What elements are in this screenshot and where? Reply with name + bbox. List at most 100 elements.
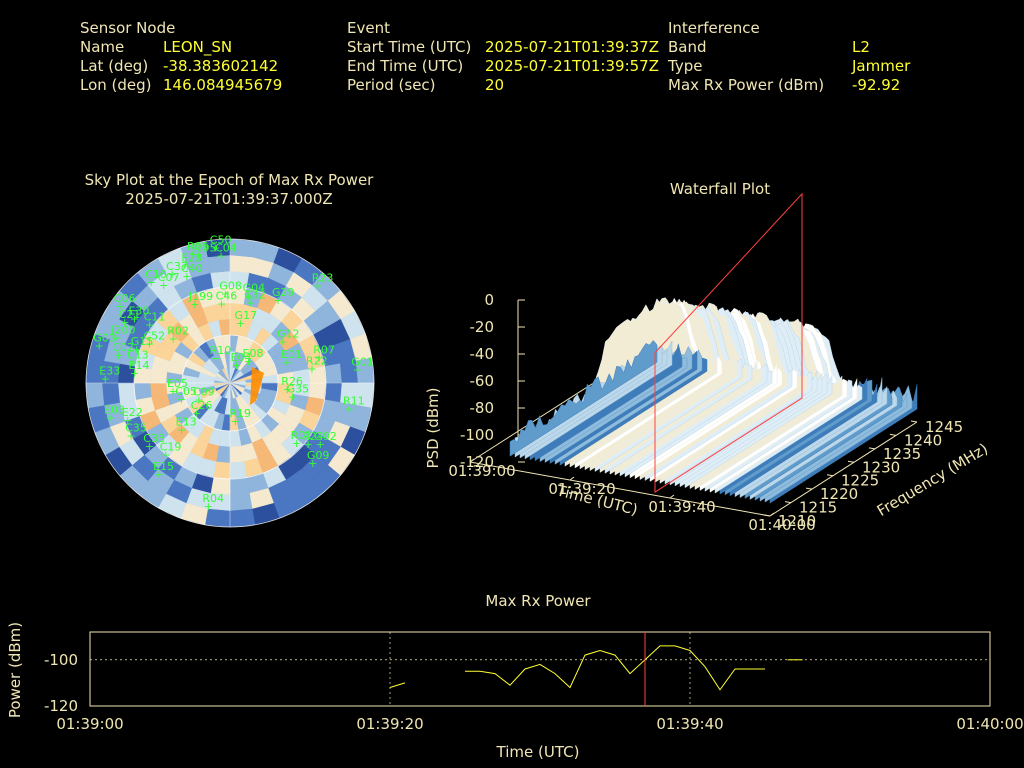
satellite-label: R19	[229, 407, 251, 420]
satellite-label: G29	[272, 286, 295, 299]
wf-y-tick	[805, 487, 813, 490]
interference-power-value: -92.92	[852, 76, 901, 94]
wf-y-tick	[847, 460, 855, 463]
satellite-label: E04	[231, 351, 252, 364]
wf-x-tick	[469, 458, 475, 463]
satellite-marker: +	[216, 249, 225, 262]
satellite-label: G09	[307, 449, 330, 462]
maxrx-xlabel: Time (UTC)	[496, 743, 580, 761]
satellite-label: E13	[176, 416, 197, 429]
sensor-lat-value: -38.383602142	[163, 57, 279, 75]
satellite-marker: +	[353, 364, 362, 377]
sky-heat-cell	[101, 382, 120, 406]
maxrx-title: Max Rx Power	[485, 592, 591, 610]
satellite-marker: +	[130, 313, 139, 326]
satellite-label: R11	[343, 394, 365, 407]
satellite-marker: +	[188, 248, 197, 261]
event-period-value: 20	[485, 76, 505, 94]
wf-y-tick-label: 1225	[841, 472, 879, 490]
satellite-marker: +	[168, 385, 177, 398]
sky-heat-cell	[229, 493, 253, 512]
satellite-label: C11	[144, 311, 166, 324]
wf-y-tick-label: 1245	[925, 418, 963, 436]
satellite-label: G04	[243, 281, 266, 294]
sensor-node-block: Sensor Node Name LEON_SN Lat (deg) -38.3…	[80, 19, 320, 99]
satellite-marker: +	[161, 448, 170, 461]
satellite-label: E23	[181, 252, 202, 265]
wf-z-tick-label: 0	[484, 291, 494, 309]
satellite-label: C19	[160, 440, 182, 453]
wf-y-tick	[763, 514, 771, 517]
satellite-label: C06	[114, 292, 136, 305]
wf-y-tick-label: 1215	[799, 499, 837, 517]
satellite-marker: +	[236, 317, 245, 330]
maxrx-x-tick-label: 01:39:20	[356, 715, 423, 733]
satellite-label: C52	[143, 330, 165, 343]
waterfall-zlabel: PSD (dBm)	[424, 387, 442, 468]
satellite-marker: +	[114, 349, 123, 362]
sky-heat-cell	[324, 382, 343, 403]
sky-heat-cell	[117, 382, 136, 403]
sensor-node-heading: Sensor Node	[80, 19, 176, 37]
satellite-marker: +	[145, 440, 154, 453]
satellite-label: C02	[112, 341, 134, 354]
satellite-label: C13	[127, 348, 149, 361]
satellite-marker: +	[192, 407, 201, 420]
satellite-label: E01	[281, 348, 302, 361]
satellite-marker: +	[315, 351, 324, 364]
maxrx-ylabel: Power (dBm)	[6, 622, 24, 718]
sky-heat-cell	[229, 461, 247, 480]
satellite-marker: +	[211, 352, 220, 365]
satellite-label: R07	[313, 343, 335, 356]
satellite-label: C07	[158, 271, 180, 284]
maxrx-series	[389, 632, 803, 706]
satellite-label: E14	[129, 359, 150, 372]
wf-y-tick	[826, 474, 834, 477]
maxrx-line-segment	[465, 645, 765, 691]
satellite-marker: +	[145, 319, 154, 332]
satellite-marker: +	[283, 356, 292, 369]
satellite-marker: +	[147, 276, 156, 289]
satellite-marker: +	[204, 500, 213, 513]
wf-marker-plane-outline	[654, 192, 803, 493]
maxrx-y-tick-label: -120	[44, 697, 78, 715]
satellite-marker: +	[190, 298, 199, 311]
satellite-marker: +	[113, 331, 122, 344]
satellite-marker: +	[316, 438, 325, 451]
interference-type-value: Jammer	[852, 57, 911, 75]
satellite-label: C46	[216, 289, 238, 302]
satellite-marker: +	[273, 294, 282, 307]
wf-x-tick	[569, 476, 575, 481]
satellite-label: C09	[193, 386, 215, 399]
sky-grid	[85, 238, 375, 528]
satellite-marker: +	[194, 394, 203, 407]
sky-heatmap	[85, 238, 375, 528]
satellite-label: R24	[302, 430, 324, 443]
wf-x-tick	[669, 494, 675, 499]
interference-type-label: Type	[668, 57, 703, 75]
wf-z-tick-label: -20	[470, 318, 495, 336]
satellite-marker: +	[283, 383, 292, 396]
maxrx-x-tick-label: 01:39:00	[56, 715, 123, 733]
satellite-label: G01	[351, 356, 374, 369]
wf-z-tick-label: -100	[460, 426, 494, 444]
satellite-marker: +	[159, 279, 168, 292]
satellite-label: C26	[191, 399, 213, 412]
wf-y-tick-label: 1220	[820, 485, 858, 503]
event-end-label: End Time (UTC)	[347, 57, 464, 75]
satellite-marker: +	[194, 250, 203, 263]
satellite-label: R10	[210, 344, 232, 357]
maxrx-y-tick-label: -100	[44, 651, 78, 669]
wf-x-tick-label: 01:39:20	[548, 480, 615, 498]
satellite-label: E33	[99, 365, 120, 378]
wf-surface-strip	[509, 340, 658, 457]
sensor-name-value: LEON_SN	[163, 38, 233, 56]
interference-heading: Interference	[668, 19, 760, 37]
satellite-label: R01	[291, 429, 313, 442]
satellite-marker: +	[344, 402, 353, 415]
wf-time-axis	[469, 461, 771, 517]
satellite-label: G15	[131, 335, 154, 348]
sensor-lat-label: Lat (deg)	[80, 57, 149, 75]
